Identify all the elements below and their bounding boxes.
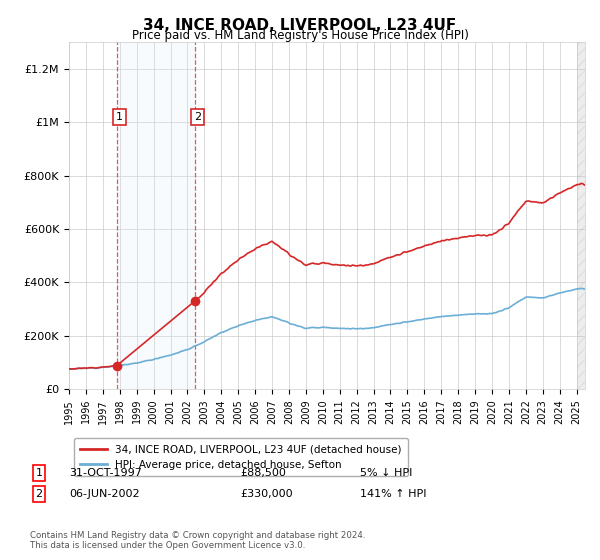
Bar <box>117 42 195 389</box>
Text: £88,500: £88,500 <box>240 468 286 478</box>
Text: 06-JUN-2002: 06-JUN-2002 <box>69 489 140 499</box>
Text: 1: 1 <box>116 112 123 122</box>
Text: 31-OCT-1997: 31-OCT-1997 <box>69 468 142 478</box>
Text: 2: 2 <box>35 489 43 499</box>
Text: 34, INCE ROAD, LIVERPOOL, L23 4UF: 34, INCE ROAD, LIVERPOOL, L23 4UF <box>143 18 457 33</box>
Text: £330,000: £330,000 <box>240 489 293 499</box>
Text: Price paid vs. HM Land Registry's House Price Index (HPI): Price paid vs. HM Land Registry's House … <box>131 29 469 42</box>
Legend: 34, INCE ROAD, LIVERPOOL, L23 4UF (detached house), HPI: Average price, detached: 34, INCE ROAD, LIVERPOOL, L23 4UF (detac… <box>74 438 407 476</box>
Bar <box>577 42 585 389</box>
Text: 1: 1 <box>35 468 43 478</box>
Text: 5% ↓ HPI: 5% ↓ HPI <box>360 468 412 478</box>
Text: 141% ↑ HPI: 141% ↑ HPI <box>360 489 427 499</box>
Text: 2: 2 <box>194 112 201 122</box>
Text: Contains HM Land Registry data © Crown copyright and database right 2024.
This d: Contains HM Land Registry data © Crown c… <box>30 530 365 550</box>
